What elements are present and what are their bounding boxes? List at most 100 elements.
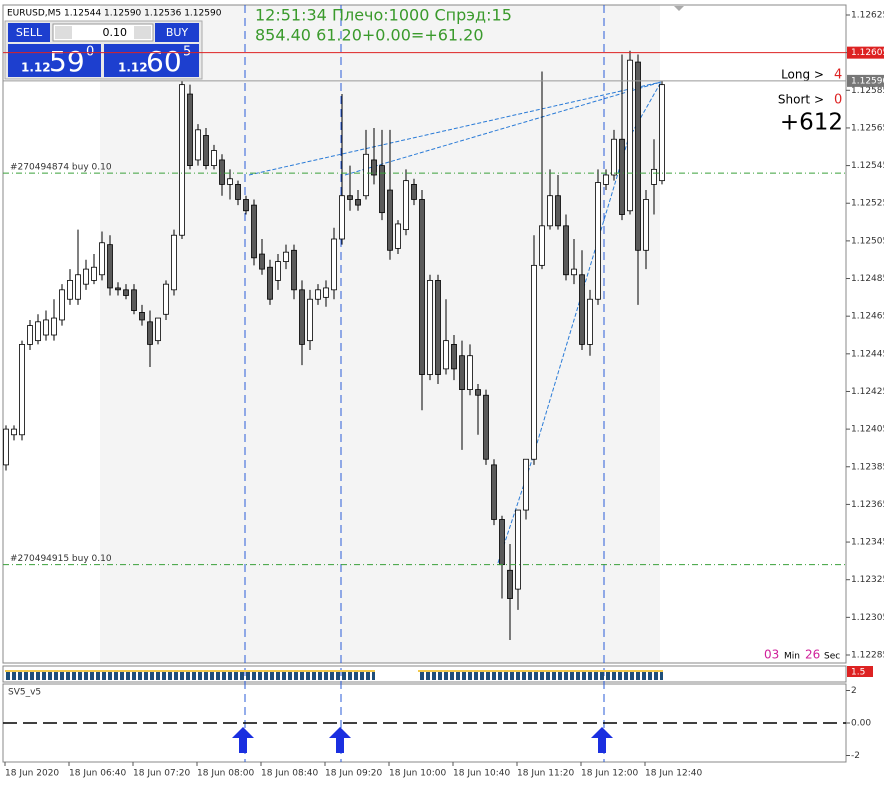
candle-body <box>307 298 313 342</box>
bid-pips: 59 <box>49 45 85 78</box>
bid-bg <box>8 44 101 77</box>
sub-tick-label: -2 <box>851 751 860 761</box>
session-lines <box>244 5 605 762</box>
y-tick-label: 1.12325 <box>851 575 884 585</box>
indicator-bars <box>418 670 663 680</box>
candle-body <box>259 253 265 270</box>
candle-body <box>435 280 441 375</box>
signal-arrow <box>591 727 613 753</box>
candle-body <box>643 199 649 251</box>
long-label: Long > <box>781 68 824 82</box>
y-tick-label: 1.12405 <box>851 425 884 435</box>
indicator-tag <box>847 666 873 677</box>
timer-min: 03 <box>764 648 779 662</box>
x-tick-label: 18 Jun 10:40 <box>453 769 510 779</box>
trade-link <box>248 81 662 176</box>
candle-body <box>195 129 201 161</box>
buy-button[interactable]: BUY <box>155 23 199 42</box>
x-tick-label: 18 Jun 12:40 <box>645 769 702 779</box>
candle-body <box>99 242 105 276</box>
y-tick-label: 1.12625 <box>851 11 884 21</box>
buy-bg <box>155 23 199 42</box>
candle-body <box>571 268 577 276</box>
lot-value: 0.10 <box>103 26 128 39</box>
ask-box[interactable]: 1.12 60 5 <box>104 44 199 78</box>
candle-body <box>363 153 369 197</box>
ask-big: 1.12 <box>118 61 148 75</box>
candle-body <box>491 464 497 520</box>
candle-body <box>219 159 225 185</box>
y-tick-label: 1.12585 <box>851 86 884 96</box>
candle-body <box>515 509 521 590</box>
candle-body <box>419 199 425 375</box>
candle-body <box>291 249 297 291</box>
candle-body <box>155 317 161 342</box>
shift-marker <box>674 6 684 11</box>
subpanel-title: SV5_v5 <box>8 688 41 698</box>
candle-body <box>299 289 305 345</box>
lot-down[interactable] <box>55 26 72 39</box>
candle-body <box>651 168 657 185</box>
candle-body <box>179 84 185 236</box>
short-label: Short > <box>778 93 824 107</box>
candle-body <box>315 289 321 300</box>
candle-body <box>531 264 537 460</box>
x-tick-label: 18 Jun 08:00 <box>197 769 254 779</box>
x-tick-label: 18 Jun 10:00 <box>389 769 446 779</box>
y-tick-label: 1.12525 <box>851 199 884 209</box>
candle-body <box>27 325 33 345</box>
bid-frac: 0 <box>86 45 94 60</box>
candle-body <box>75 274 81 300</box>
candle-body <box>43 319 49 336</box>
timer-sec: 26 <box>805 648 820 662</box>
candle-body <box>483 394 489 460</box>
candle-body <box>203 135 209 166</box>
candle-body <box>499 519 505 566</box>
candle-body <box>235 184 241 200</box>
candle-body <box>443 340 449 370</box>
buy-label: BUY <box>166 26 189 39</box>
candle-body <box>427 280 433 375</box>
long-value: 4 <box>834 68 842 83</box>
candle-body <box>243 199 249 212</box>
y-tick-label: 1.12285 <box>851 651 884 661</box>
candle-body <box>323 287 329 298</box>
lot-input[interactable] <box>52 23 154 42</box>
candle-body <box>115 287 121 291</box>
candle-body <box>187 93 193 166</box>
x-tick-label: 18 Jun 06:40 <box>69 769 126 779</box>
y-tick-label: 1.12305 <box>851 613 884 623</box>
sell-label: SELL <box>16 26 43 39</box>
candle-body <box>123 289 129 296</box>
y-tick-label: 1.12445 <box>851 349 884 359</box>
indicator-bars <box>5 670 375 680</box>
candle-body <box>19 344 25 436</box>
candle-body <box>267 266 273 300</box>
candle-body <box>139 312 145 321</box>
ask-frac: 5 <box>183 45 191 60</box>
y-tick-label: 1.12565 <box>851 123 884 133</box>
candle-body <box>51 317 57 336</box>
candle-body <box>403 180 409 230</box>
candle-body <box>579 274 585 345</box>
candle-body <box>3 428 9 466</box>
lot-up[interactable] <box>134 26 151 39</box>
candle-body <box>371 159 377 176</box>
signal-arrow <box>329 727 351 753</box>
sell-button[interactable]: SELL <box>8 23 50 42</box>
sub-tick-label: 0.00 <box>851 719 871 729</box>
bid-box[interactable]: 1.12 59 0 <box>8 44 101 78</box>
candle-body <box>275 261 281 281</box>
candle-body <box>395 223 401 249</box>
candle-body <box>547 195 553 227</box>
candle-body <box>11 428 17 436</box>
price-tag-label: 1.12590 <box>851 76 884 86</box>
indicator-frame <box>2 665 847 683</box>
order-label: #270494874 buy 0.10 <box>10 163 112 173</box>
x-tick-label: 18 Jun 07:20 <box>133 769 190 779</box>
candle-body <box>355 199 361 206</box>
y-tick-label: 1.12365 <box>851 500 884 510</box>
timer-min-label: Min <box>784 652 800 662</box>
candle-body <box>387 189 393 251</box>
